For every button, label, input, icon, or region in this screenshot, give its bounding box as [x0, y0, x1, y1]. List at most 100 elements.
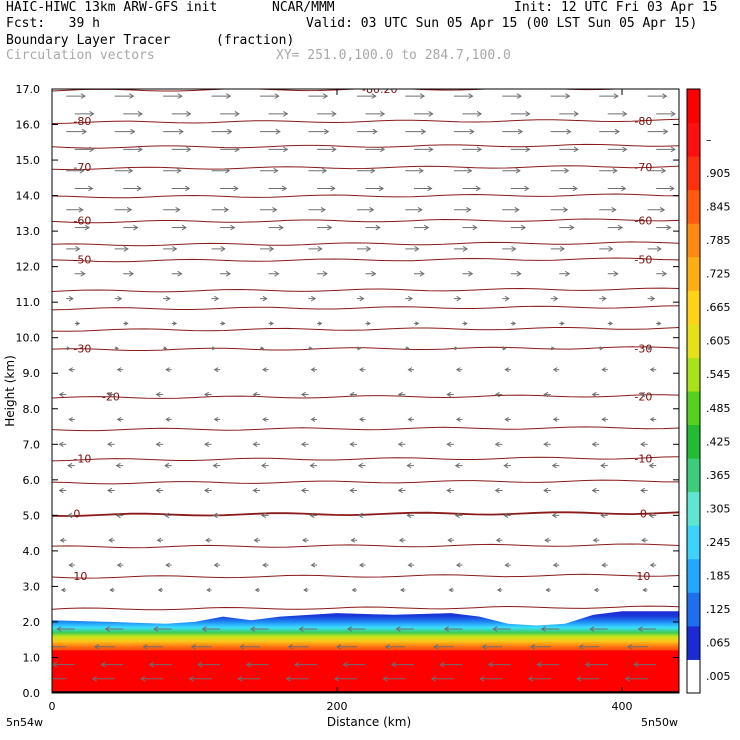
contour-label: -70 [73, 161, 91, 174]
colorbar-label: .185 [706, 570, 731, 583]
wind-vector-head [648, 512, 654, 519]
y-tick-label: 15.0 [16, 154, 41, 167]
wind-vector-head [142, 643, 148, 650]
wind-vector-head [213, 367, 219, 373]
wind-vector-head [310, 367, 316, 373]
wind-vector-head [622, 146, 628, 153]
wind-vector-head [137, 111, 143, 117]
y-tick-label: 4.0 [23, 545, 41, 558]
wind-vector-head [204, 441, 210, 448]
wind-vector-head [136, 185, 142, 192]
wind-vector-head [252, 487, 258, 494]
wind-vector-head [322, 93, 329, 99]
wind-vector-head [212, 462, 218, 469]
y-tick-label: 3.0 [23, 580, 41, 593]
wind-vector-head [551, 462, 557, 469]
contour-label: -80.20 [362, 83, 397, 96]
wind-vector-head [66, 346, 71, 351]
y-tick-label: 12.0 [16, 261, 41, 274]
wind-vector-head [504, 562, 510, 568]
wind-vector-head [359, 562, 364, 568]
wind-vector-head [68, 295, 74, 302]
wind-vector-head [572, 185, 578, 192]
wind-vector-head [384, 643, 390, 650]
wind-vector-head [366, 321, 371, 326]
wind-vector-head [357, 346, 362, 351]
wind-vector-head [327, 224, 333, 231]
wind-vector-head [536, 661, 542, 668]
wind-vector-head [487, 661, 494, 668]
wind-vector-head [310, 562, 316, 568]
header-model: HAIC-HIWC 13km ARW-GFS init [6, 0, 218, 15]
wind-vector-head [454, 462, 460, 469]
wind-vector-head [446, 391, 452, 398]
wind-vector-head [648, 462, 654, 469]
wind-vector-head [206, 587, 211, 593]
contour-label: -80 [634, 115, 652, 128]
wind-vector-head [454, 512, 460, 519]
colorbar-label: .665 [706, 301, 731, 314]
wind-vector-head [494, 391, 500, 398]
wind-vector-head [529, 643, 536, 650]
wind-vector-head [648, 346, 652, 351]
wind-vector-head [278, 224, 284, 231]
wind-vector-head [640, 441, 646, 448]
wind-vector-head [234, 111, 240, 117]
wind-vector-head [476, 111, 483, 117]
wind-vector-head [346, 626, 353, 632]
wind-vector-head [649, 416, 655, 422]
wind-vector-head [126, 206, 133, 213]
wind-vector-head [252, 441, 258, 448]
wind-vector-head [60, 587, 66, 593]
wind-vector-head [589, 626, 595, 632]
colorbar-swatch [687, 391, 700, 426]
wind-vector-head [640, 391, 646, 398]
wind-vector-head [622, 111, 628, 117]
wind-vector-head [601, 367, 606, 373]
wind-vector-head [260, 346, 265, 351]
wind-vector-head [107, 487, 113, 494]
colorbar-label: .785 [706, 234, 731, 247]
wind-vector-head [322, 270, 328, 277]
wind-vector-head [543, 487, 549, 494]
wind-vector-head [454, 346, 459, 351]
y-tick-label: 10.0 [16, 332, 41, 345]
x-tick-label: 400 [612, 700, 633, 713]
wind-vector-head [79, 167, 85, 174]
wind-vector-head [234, 146, 240, 153]
wind-vector-head [262, 416, 267, 422]
wind-vector-head [375, 224, 381, 231]
colorbar-label: – [706, 133, 712, 146]
wind-vector-head [466, 206, 472, 213]
wind-vector-head [378, 185, 385, 192]
wind-vector-head [669, 185, 675, 192]
wind-vector-head [617, 224, 624, 231]
contour-label: -60 [73, 214, 91, 227]
x-end-label-right: 5n50w [641, 716, 678, 729]
x-axis-title: Distance (km) [327, 715, 411, 729]
wind-vector-head [213, 416, 219, 422]
wind-vector-head [370, 167, 376, 174]
wind-vector-head [186, 111, 192, 117]
colorbar-swatch [687, 223, 700, 258]
wind-vector-head [324, 128, 330, 135]
wind-vector-head [592, 537, 598, 543]
temperature-contour [52, 257, 679, 263]
wind-vector-head [309, 512, 315, 519]
wind-vector-head [455, 367, 461, 373]
wind-vector-head [133, 224, 139, 231]
wind-vector-head [455, 416, 461, 422]
wind-vector-head [455, 562, 461, 568]
wind-vector-head [649, 562, 655, 568]
wind-vector-head [601, 295, 607, 302]
y-tick-label: 11.0 [16, 296, 41, 309]
wind-vector-head [317, 246, 323, 252]
wind-vector-head [559, 246, 565, 252]
wind-vector-head [467, 167, 473, 174]
contour-label: -50 [73, 254, 91, 267]
colorbar-label: .605 [706, 335, 731, 348]
wind-vector-head [662, 93, 668, 99]
wind-vector-head [379, 111, 386, 117]
wind-vector-head [371, 270, 377, 277]
wind-vector-head [650, 295, 656, 302]
